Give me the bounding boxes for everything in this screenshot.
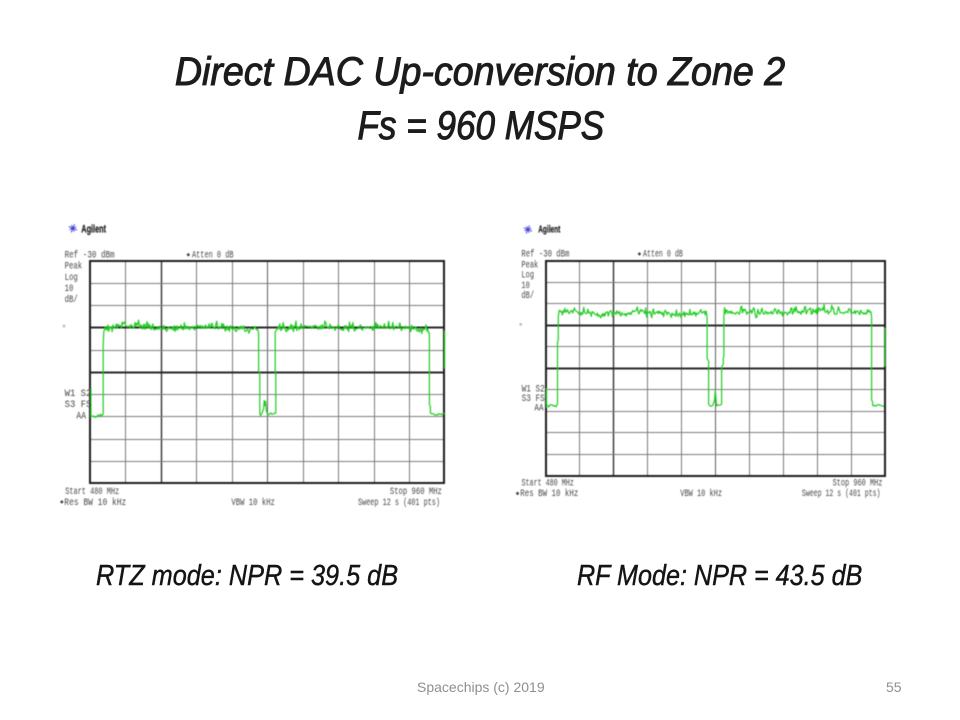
svg-text:Atten 0 dB: Atten 0 dB [192, 249, 234, 261]
svg-text:W1 S2: W1 S2 [522, 384, 545, 395]
svg-text:VBW 10 kHz: VBW 10 kHz [231, 497, 275, 509]
svg-text:VBW 10 kHz: VBW 10 kHz [680, 488, 722, 499]
svg-text:Res BW 10 kHz: Res BW 10 kHz [64, 497, 126, 509]
svg-text:Stop 960 MHz: Stop 960 MHz [390, 487, 442, 498]
svg-text:Agilent: Agilent [81, 223, 106, 235]
svg-text:Stop 960 MHz: Stop 960 MHz [833, 478, 883, 489]
svg-text:Log: Log [521, 270, 534, 281]
svg-text:10: 10 [521, 280, 529, 291]
svg-text:dB/: dB/ [521, 290, 534, 301]
svg-text:Agilent: Agilent [538, 223, 560, 235]
svg-text:Res BW 10 kHz: Res BW 10 kHz [520, 488, 578, 499]
svg-text:Log: Log [65, 273, 78, 284]
svg-text:10: 10 [65, 284, 74, 295]
svg-text:S3 FS: S3 FS [522, 393, 545, 404]
svg-text:W1 S2: W1 S2 [65, 389, 92, 400]
svg-text:S3 FS: S3 FS [65, 400, 92, 411]
svg-text:AA: AA [76, 411, 86, 422]
svg-text:dB/: dB/ [65, 294, 78, 306]
svg-text:Start 480 MHz: Start 480 MHz [522, 478, 574, 489]
svg-text:Ref -30 dBm: Ref -30 dBm [521, 249, 569, 260]
svg-text:AA: AA [534, 403, 543, 414]
svg-text:Sweep 12 s (401 pts): Sweep 12 s (401 pts) [802, 488, 881, 499]
svg-text:Peak: Peak [521, 260, 538, 271]
svg-text:Atten 0 dB: Atten 0 dB [643, 249, 683, 260]
svg-text:Peak: Peak [65, 261, 83, 273]
svg-text:Start 480 MHz: Start 480 MHz [65, 487, 119, 498]
svg-text:Sweep 12 s (401 pts): Sweep 12 s (401 pts) [358, 497, 440, 509]
svg-text:Ref -30 dBm: Ref -30 dBm [65, 249, 115, 261]
